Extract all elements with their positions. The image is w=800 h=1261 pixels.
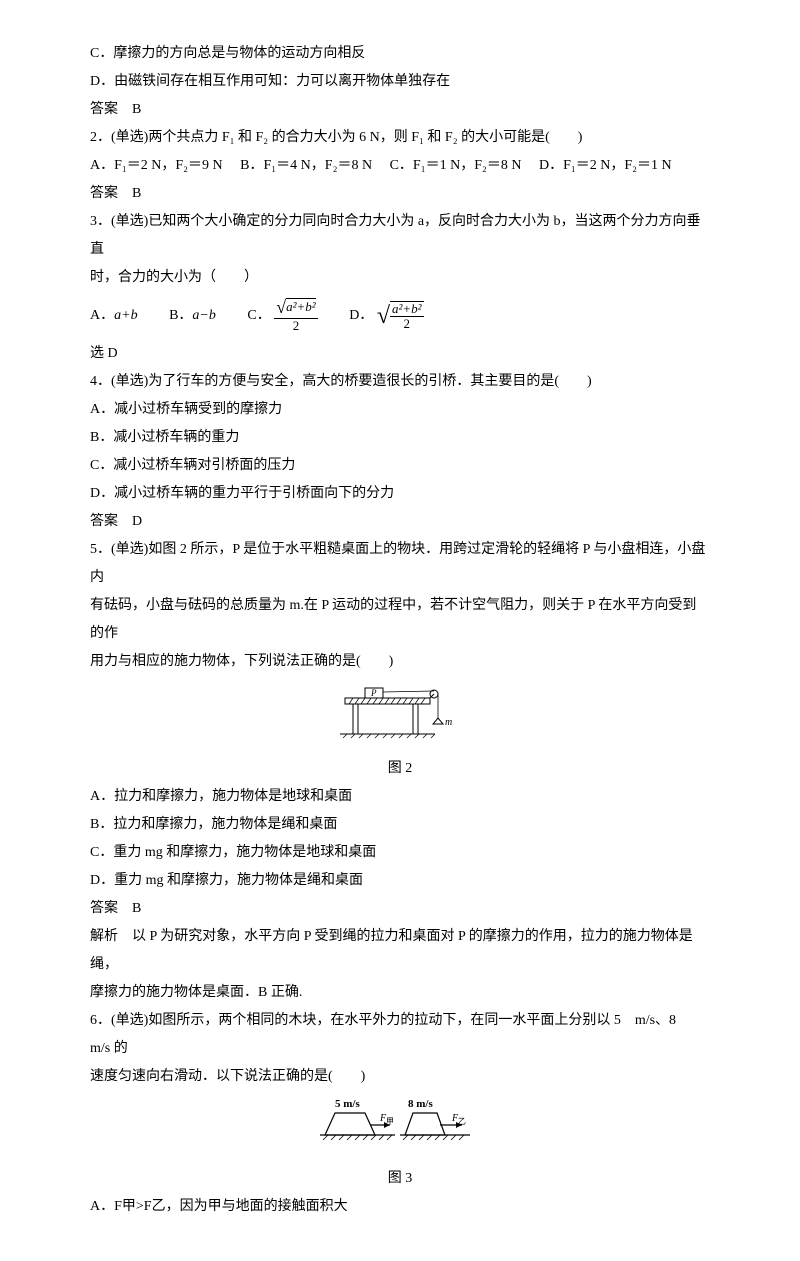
sqrt-inner-c: a²+b² <box>286 298 316 314</box>
q5-stem-line1: 5．(单选)如图 2 所示，P 是位于水平粗糙桌面上的物块．用跨过定滑轮的轻绳将… <box>90 536 710 592</box>
q4-opt-c: C．减小过桥车辆对引桥面的压力 <box>90 452 710 480</box>
q6-figure: 5 m/s 8 m/s F 甲 F 乙 <box>90 1095 710 1161</box>
q5-figure: P m <box>90 680 710 751</box>
q4-stem: 4．(单选)为了行车的方便与安全，高大的桥要造很长的引桥．其主要目的是( ) <box>90 368 710 396</box>
q3-opt-a-label: A． <box>90 308 114 323</box>
q3-stem-line2: 时，合力的大小为（ ） <box>90 264 710 292</box>
frac-den-c: 2 <box>274 319 317 333</box>
q6-stem-line1: 6．(单选)如图所示，两个相同的木块，在水平外力的拉动下，在同一水平面上分别以 … <box>90 1007 710 1063</box>
q2-stem: 2．(单选)两个共点力 F₁ 和 F₂ 的合力大小为 6 N，则 F₁ 和 F₂… <box>90 124 710 152</box>
q5-stem-line3: 用力与相应的施力物体，下列说法正确的是( ) <box>90 648 710 676</box>
q2-answer: 答案 B <box>90 180 710 208</box>
fig-label-8ms: 8 m/s <box>408 1098 433 1110</box>
q3-opt-d-formula: √ a²+b² 2 <box>377 292 424 340</box>
q3-opt-d-label: D． <box>349 308 373 323</box>
q5-opt-b: B．拉力和摩擦力，施力物体是绳和桌面 <box>90 811 710 839</box>
answer-line: 答案 B <box>90 96 710 124</box>
q2-options: A．F₁＝2 N，F₂＝9 N B．F₁＝4 N，F₂＝8 N C．F₁＝1 N… <box>90 152 710 180</box>
q6-opt-a: A．F甲>F乙，因为甲与地面的接触面积大 <box>90 1193 710 1221</box>
q6-fig-caption: 图 3 <box>90 1165 710 1193</box>
q5-opt-c: C．重力 mg 和摩擦力，施力物体是地球和桌面 <box>90 839 710 867</box>
q4-opt-b: B．减小过桥车辆的重力 <box>90 424 710 452</box>
q5-fig-caption: 图 2 <box>90 755 710 783</box>
q2-opt-c: C．F₁＝1 N，F₂＝8 N <box>390 158 522 173</box>
q3-opt-a-val: a+b <box>114 308 137 323</box>
fig-label-5ms: 5 m/s <box>335 1098 360 1110</box>
q2-opt-d: D．F₁＝2 N，F₂＝1 N <box>539 158 672 173</box>
q6-diagram-svg: 5 m/s 8 m/s F 甲 F 乙 <box>310 1095 490 1150</box>
q3-opt-c-label: C． <box>247 308 270 323</box>
option-d: D．由磁铁间存在相互作用可知：力可以离开物体单独存在 <box>90 68 710 96</box>
q5-explain-line2: 摩擦力的施力物体是桌面．B 正确. <box>90 979 710 1007</box>
q5-diagram-svg: P m <box>335 680 465 740</box>
q3-opt-b-label: B． <box>169 308 192 323</box>
fig-label-fyi-sub: 乙 <box>458 1117 466 1126</box>
option-c: C．摩擦力的方向总是与物体的运动方向相反 <box>90 40 710 68</box>
q2-opt-b: B．F₁＝4 N，F₂＝8 N <box>240 158 372 173</box>
q4-opt-d: D．减小过桥车辆的重力平行于引桥面向下的分力 <box>90 480 710 508</box>
q5-opt-d: D．重力 mg 和摩擦力，施力物体是绳和桌面 <box>90 867 710 895</box>
q3-stem-line1: 3．(单选)已知两个大小确定的分力同向时合力大小为 a，反向时合力大小为 b，当… <box>90 208 710 264</box>
q5-answer: 答案 B <box>90 895 710 923</box>
fig-label-p: P <box>370 688 377 698</box>
q3-opt-b-val: a−b <box>192 308 215 323</box>
q3-answer: 选 D <box>90 340 710 368</box>
q3-opt-c-formula: √a²+b² 2 <box>274 298 317 333</box>
q2-opt-a: A．F₁＝2 N，F₂＝9 N <box>90 158 223 173</box>
fig-label-fjia-sub: 甲 <box>386 1117 394 1126</box>
q5-stem-line2: 有砝码，小盘与砝码的总质量为 m.在 P 运动的过程中，若不计空气阻力，则关于 … <box>90 592 710 648</box>
q5-opt-a: A．拉力和摩擦力，施力物体是地球和桌面 <box>90 783 710 811</box>
q5-explain-line1: 解析 以 P 为研究对象，水平方向 P 受到绳的拉力和桌面对 P 的摩擦力的作用… <box>90 923 710 979</box>
q4-answer: 答案 D <box>90 508 710 536</box>
fig-label-m: m <box>445 717 452 728</box>
sqrt-inner-d: a²+b² <box>392 301 422 316</box>
q6-stem-line2: 速度匀速向右滑动．以下说法正确的是( ) <box>90 1063 710 1091</box>
q3-options: A．a+b B．a−b C． √a²+b² 2 D． √ a²+b² 2 <box>90 292 710 340</box>
frac-den-d: 2 <box>390 317 424 331</box>
q4-opt-a: A．减小过桥车辆受到的摩擦力 <box>90 396 710 424</box>
